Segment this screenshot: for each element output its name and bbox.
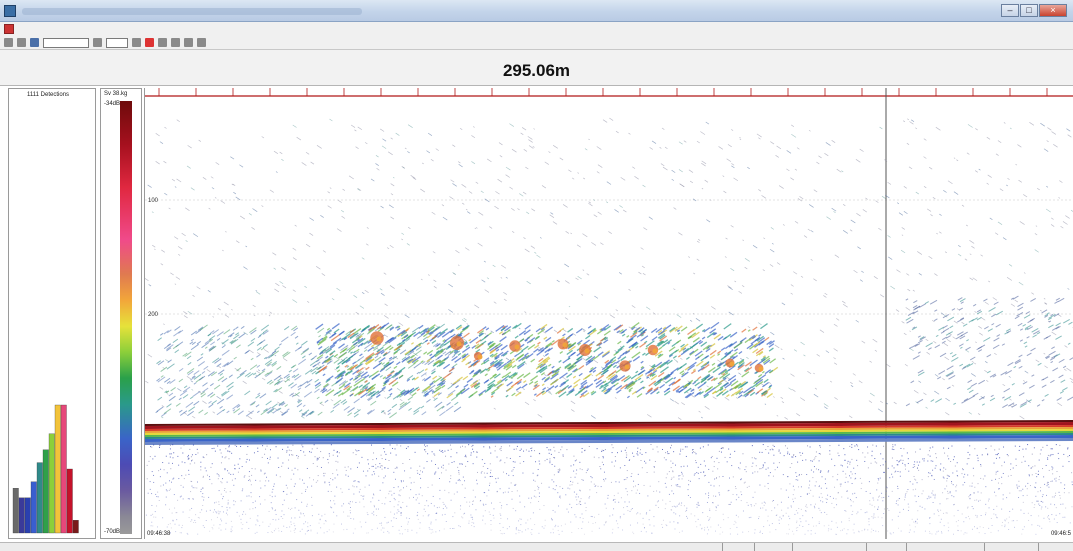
menu-app-icon[interactable] [4,24,14,34]
color-scale-panel: Sv 38.kg -34dB -70dB [100,88,142,539]
spin2-icon[interactable] [132,38,141,47]
echogram[interactable]: 100 200 09:46:38 09:46:5 [145,88,1073,539]
app-icon [4,5,16,17]
histogram-bar [30,481,37,534]
detections-count: 1111 Detections [27,92,70,98]
start-time-label: 09:46:38 [147,531,171,537]
stop-icon[interactable] [145,38,154,47]
seabed [145,420,1073,445]
fish-school-left [155,323,462,419]
histogram-bar [60,404,67,534]
fish-school-main [314,321,779,399]
histogram-bar [24,497,31,534]
window-controls: – □ × [1001,4,1067,17]
toolbar [0,36,1073,50]
range-header: 295.06m [0,50,1073,86]
fish-school-right [905,295,1073,409]
depth-tick-label: 200 [148,312,159,318]
range-select[interactable] [106,37,128,48]
title-bar[interactable]: – □ × [0,0,1073,22]
scale-max-label: -34dB [104,101,121,107]
status-cell [1038,543,1073,551]
status-cell [906,543,982,551]
menu-bar [0,22,1073,36]
prev-icon[interactable] [158,38,167,47]
scale-title: Sv 38.kg [104,91,128,97]
histogram-bar [18,497,25,534]
help-icon[interactable] [197,38,206,47]
range-readout: 295.06m [502,61,571,80]
status-cell [984,543,1036,551]
detections-histogram [12,404,79,534]
status-cell [866,543,904,551]
end-time-label: 09:46:5 [1051,531,1072,537]
depth-tick-label: 100 [148,198,159,204]
status-bar [0,542,1073,551]
status-cell [792,543,864,551]
histogram-bar [54,404,61,534]
spin-icon[interactable] [93,38,102,47]
zoom-icon[interactable] [184,38,193,47]
play-icon[interactable] [4,38,13,47]
status-cell [754,543,790,551]
histogram-bar [42,449,49,534]
scale-min-label: -70dB [104,529,121,535]
detections-panel: 1111 Detections [8,88,96,539]
histogram-bar [36,462,43,534]
minimize-button[interactable]: – [1001,4,1019,17]
next-icon[interactable] [171,38,180,47]
close-button[interactable]: × [1039,4,1067,17]
histogram-bar [12,488,19,534]
status-cell [722,543,752,551]
echogram-panel[interactable]: 100 200 09:46:38 09:46:5 [144,88,1073,539]
record-icon[interactable] [30,38,39,47]
maximize-button[interactable]: □ [1020,4,1038,17]
mode-select[interactable] [43,37,89,48]
histogram-bar [48,433,55,534]
pause-icon[interactable] [17,38,26,47]
histogram-bar [72,520,79,534]
histogram-bar [66,468,73,534]
window-title [22,8,362,15]
color-scale-bar [120,101,132,534]
sparse-echoes [145,117,1073,421]
sub-bottom-noise [145,444,1073,535]
